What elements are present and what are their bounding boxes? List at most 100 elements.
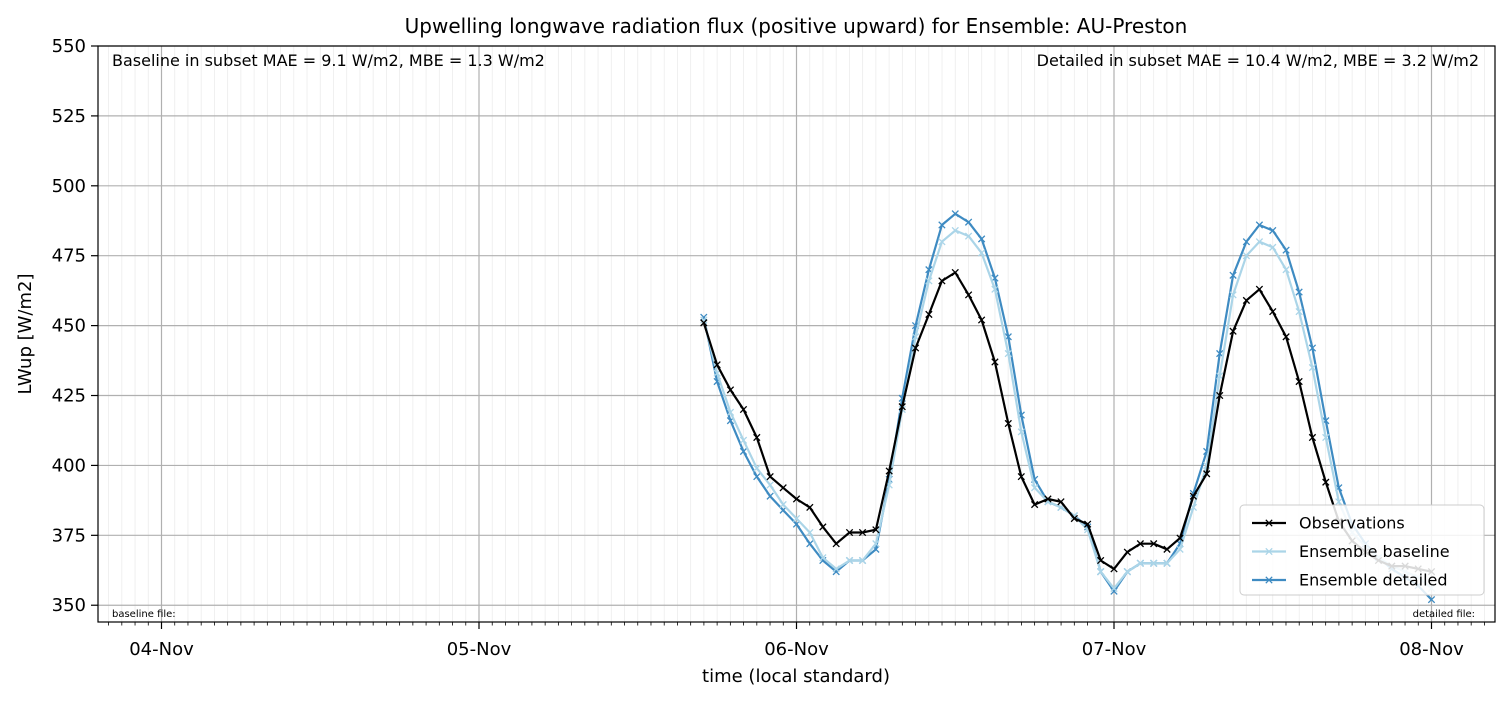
data-point — [1150, 540, 1158, 548]
data-point — [713, 361, 721, 369]
data-point — [938, 277, 946, 285]
data-point — [739, 405, 748, 414]
data-point — [964, 218, 973, 226]
data-point — [845, 556, 854, 565]
data-point — [1030, 500, 1039, 509]
legend: Observations Ensemble baseline Ensemble de… — [1239, 504, 1485, 596]
data-point — [1242, 252, 1251, 260]
data-point — [766, 472, 774, 481]
legend-marker — [1265, 576, 1273, 584]
data-point — [739, 447, 748, 456]
data-point — [806, 528, 814, 537]
data-point — [1097, 556, 1105, 565]
data-point — [1255, 221, 1264, 229]
data-point — [872, 526, 880, 534]
data-point — [792, 514, 801, 523]
data-point — [951, 268, 959, 277]
baseline-stats-annotation: Baseline in subset MAE = 9.1 W/m2, MBE =… — [112, 51, 545, 70]
data-point — [1295, 377, 1303, 386]
data-point — [1070, 512, 1078, 520]
data-point — [951, 210, 959, 218]
data-point — [819, 523, 827, 531]
data-point — [1322, 433, 1330, 442]
legend-marker — [1265, 519, 1273, 527]
data-point — [977, 316, 986, 324]
detailed-stats-annotation: Detailed in subset MAE = 10.4 W/m2, MBE … — [1037, 51, 1479, 70]
x-tick-label: 08-Nov — [1399, 639, 1464, 660]
data-point — [964, 291, 973, 299]
data-point — [1216, 372, 1224, 380]
detailed-file-annotation: detailed file: — [1413, 609, 1475, 620]
data-point — [766, 492, 774, 500]
data-point — [1229, 291, 1237, 299]
data-point — [1229, 271, 1237, 279]
data-point — [1269, 226, 1277, 235]
data-point — [1070, 514, 1078, 523]
data-point — [1229, 327, 1237, 335]
data-point — [753, 472, 761, 481]
data-point — [1083, 520, 1092, 528]
data-point — [1123, 568, 1131, 576]
data-point — [1136, 559, 1145, 567]
data-point — [753, 464, 761, 472]
y-tick-label: 500 — [52, 176, 86, 197]
data-point — [1295, 288, 1303, 296]
legend-entry: Observations — [1252, 514, 1405, 533]
data-point — [1057, 498, 1065, 506]
data-point — [1150, 559, 1158, 567]
y-axis-label: LWup [W/m2] — [15, 274, 36, 395]
y-tick-label: 550 — [52, 36, 86, 57]
x-tick-label: 05-Nov — [447, 639, 512, 660]
data-point — [1322, 478, 1330, 486]
legend-marker — [1265, 547, 1273, 556]
data-point — [1030, 484, 1039, 492]
data-point — [753, 433, 761, 442]
data-point — [964, 232, 973, 240]
data-point — [1282, 266, 1290, 274]
data-point — [726, 386, 735, 394]
data-point — [792, 495, 801, 503]
data-point — [977, 235, 986, 243]
y-tick-label: 425 — [52, 386, 86, 407]
data-point — [845, 528, 854, 537]
data-point — [1216, 349, 1224, 358]
data-point — [1004, 349, 1012, 358]
y-tick-label: 400 — [52, 455, 86, 476]
data-point — [1242, 238, 1251, 246]
data-point — [951, 226, 959, 235]
data-point — [1269, 307, 1277, 316]
data-point — [1097, 568, 1105, 576]
legend-label: Observations — [1299, 514, 1405, 533]
data-point — [1427, 595, 1436, 604]
data-point — [1017, 472, 1025, 481]
legend-label: Ensemble detailed — [1299, 571, 1448, 590]
x-axis: 04-Nov 05-Nov 06-Nov 07-Nov 08-Nov — [108, 622, 1485, 660]
data-point — [766, 481, 774, 489]
data-point — [991, 358, 999, 366]
data-point — [1308, 433, 1317, 442]
data-point — [779, 484, 787, 492]
data-point — [885, 467, 893, 475]
data-point — [925, 277, 933, 285]
data-point — [700, 319, 708, 327]
data-point — [832, 540, 840, 548]
data-point — [858, 528, 867, 537]
data-point — [1189, 492, 1198, 500]
data-point — [1335, 498, 1343, 506]
data-point — [1163, 545, 1171, 553]
data-point — [1163, 559, 1171, 567]
y-tick-label: 375 — [52, 525, 86, 546]
data-point — [1308, 344, 1317, 352]
chart-title: Upwelling longwave radiation flux (posit… — [405, 14, 1188, 38]
data-point — [991, 274, 999, 282]
x-axis-label: time (local standard) — [702, 666, 890, 687]
data-point — [1044, 495, 1052, 503]
data-point — [1110, 565, 1118, 573]
data-point — [1269, 243, 1277, 251]
legend-entry: Ensemble baseline — [1252, 542, 1450, 561]
data-point — [726, 408, 735, 416]
data-point — [1004, 419, 1012, 428]
data-point — [1282, 246, 1290, 254]
data-point — [1123, 548, 1131, 556]
x-tick-label: 07-Nov — [1082, 639, 1147, 660]
